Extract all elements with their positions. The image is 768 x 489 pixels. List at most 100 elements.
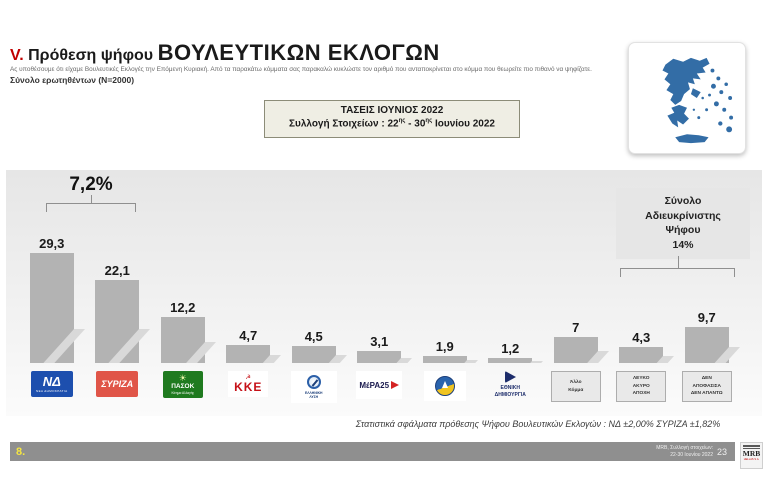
party-label-cell: ΕΘΝΙΚΗ ΔΗΜΙΟΥΡΓΙΑ bbox=[478, 367, 544, 403]
bar-shadow bbox=[108, 329, 151, 363]
bar bbox=[553, 337, 609, 363]
greece-map bbox=[628, 42, 746, 154]
bar-value-label: 3,1 bbox=[370, 334, 389, 349]
page-number: 8. bbox=[16, 445, 26, 458]
party-label-cell bbox=[412, 367, 478, 403]
bar-shadow bbox=[43, 329, 85, 363]
category-label-box: ΛΕΥΚΟ ΑΚΥΡΟ ΑΠΟΧΗ bbox=[616, 371, 667, 402]
bar-column-ΔΕΝ ΑΠΟΦΑΣΙΣΑ ΔΕΝ ΑΠΑΝΤΩ: 9,7 bbox=[674, 310, 740, 363]
bar bbox=[357, 351, 413, 363]
hammer-sickle-icon: ☭ bbox=[245, 375, 251, 381]
slide-number: 23 bbox=[716, 446, 727, 457]
bar-value-label: 4,7 bbox=[239, 328, 258, 343]
ethniki-dimiourgia-icon bbox=[504, 371, 516, 383]
trends-title: ΤΑΣΕΙΣ ΙΟΥΝΙΟΣ 2022 bbox=[340, 105, 444, 116]
bar bbox=[226, 345, 282, 363]
bar-value-label: 7 bbox=[572, 320, 580, 335]
greece-map-icon bbox=[662, 57, 734, 144]
footer-bar: 8. MRB, Συλλογή στοιχείων: 22-30 Ιουνίου… bbox=[10, 442, 735, 461]
bar-column-ΝΔ: 29,3 bbox=[19, 236, 85, 363]
bar-column-ΛΕΥΚΟ ΑΚΥΡΟ ΑΠΟΧΗ: 4,3 bbox=[609, 330, 675, 363]
category-label-box: Άλλο Κόμμα bbox=[550, 371, 601, 402]
bar bbox=[291, 346, 347, 363]
mrb-logo-text: MRB bbox=[742, 449, 761, 458]
bar-shadow bbox=[263, 355, 282, 363]
bar-column-Άλλο Κόμμα: 7 bbox=[543, 320, 609, 363]
title-prefix: Πρόθεση ψήφου bbox=[28, 47, 154, 64]
mera25-logo: ΜέΡΑ25 bbox=[356, 371, 403, 399]
bar-value-label: 4,3 bbox=[632, 330, 651, 345]
syriza-logo: ΣΥΡΙΖΑ bbox=[96, 371, 139, 397]
bar bbox=[422, 356, 478, 363]
bar-value-label: 9,7 bbox=[697, 310, 716, 325]
bars-row: 29,3 22,1 12,2 4,7 4,5 3,1 1,9 1,2 7 4,3 9,7 bbox=[19, 170, 740, 363]
pasok-logo: ☀ ΠΑΣΟΚ Κίνημα Αλλαγής bbox=[162, 371, 203, 398]
collection-dates: Συλλογή Στοιχείων : 22ης - 30ης Ιουνίου … bbox=[289, 118, 495, 130]
trends-info-box: ΤΑΣΕΙΣ ΙΟΥΝΙΟΣ 2022 Συλλογή Στοιχείων : … bbox=[264, 100, 520, 138]
bar-column-ΣΥΡΙΖΑ: 22,1 bbox=[85, 263, 151, 363]
bar bbox=[619, 347, 675, 363]
bar-value-label: 1,2 bbox=[501, 341, 520, 356]
bar-shadow bbox=[714, 347, 740, 363]
compass-icon bbox=[306, 374, 321, 389]
footer-credit-line2: 22-30 Ιουνίου 2022 bbox=[670, 451, 713, 458]
bar-column-ΚΚΕ: 4,7 bbox=[216, 328, 282, 363]
bar bbox=[95, 280, 151, 363]
bar-value-label: 1,9 bbox=[435, 339, 454, 354]
party-label-cell: ☀ ΠΑΣΟΚ Κίνημα Αλλαγής bbox=[150, 367, 216, 403]
bar-column-ΕΘΝΙΚΗ ΔΗΜΙΟΥΡΓΙΑ: 1,2 bbox=[478, 341, 544, 363]
difference-bracket-tick bbox=[91, 195, 92, 203]
bar-shadow bbox=[328, 355, 347, 363]
undecided-total-box: Σύνολο Αδιευκρίνιστης Ψήφου 14% bbox=[616, 188, 750, 259]
bar-value-label: 22,1 bbox=[104, 263, 130, 278]
statistical-error-note: Στατιστικά σφάλματα πρόθεσης Ψήφου Βουλε… bbox=[355, 419, 721, 429]
party-label-cell: ΣΥΡΙΖΑ bbox=[85, 367, 151, 403]
boat-emblem-icon bbox=[434, 376, 455, 396]
bar bbox=[160, 317, 216, 363]
bar-column-ΠΛΕΥΣΗ ΕΛΕΥΘΕΡΙΑΣ: 1,9 bbox=[412, 339, 478, 363]
party-label-cell: ΛΕΥΚΟ ΑΚΥΡΟ ΑΠΟΧΗ bbox=[609, 367, 675, 403]
bar-value-label: 12,2 bbox=[170, 300, 196, 315]
party-label-cell: ΔΕΝ ΑΠΟΦΑΣΙΣΑ ΔΕΝ ΑΠΑΝΤΩ bbox=[674, 367, 740, 403]
elliniki-lysi-logo: ΕΛΛΗΝΙΚΗ ΛΥΣΗ bbox=[290, 371, 337, 403]
red-arrow-icon bbox=[391, 381, 400, 389]
party-label-cell: ☭ ΚΚΕ bbox=[216, 367, 282, 403]
footer-credit: MRB, Συλλογή στοιχείων: 22-30 Ιουνίου 20… bbox=[656, 445, 727, 459]
bar bbox=[684, 327, 740, 363]
bar-shadow bbox=[656, 356, 675, 363]
undecided-group-bracket bbox=[620, 268, 735, 277]
bar-column-ΕΛΛΗΝΙΚΗ ΛΥΣΗ: 4,5 bbox=[281, 329, 347, 363]
party-label-cell: Άλλο Κόμμα bbox=[543, 367, 609, 403]
logos-row: ΝΔ ΝΕΑ ΔΗΜΟΚΡΑΤΙΑ ΣΥΡΙΖΑ ☀ ΠΑΣΟΚ Κίνημα Αλλαγ… bbox=[19, 367, 740, 403]
ethniki-dimiourgia-logo: ΕΘΝΙΚΗ ΔΗΜΙΟΥΡΓΙΑ bbox=[495, 371, 526, 399]
sun-icon: ☀ bbox=[178, 373, 187, 384]
bar bbox=[488, 358, 544, 363]
bar-value-label: 4,5 bbox=[304, 329, 323, 344]
undecided-group-bracket-tick bbox=[677, 256, 679, 268]
page-title: V. Πρόθεση ψήφου ΒΟΥΛΕΥΤΙΚΩΝ ΕΚΛΟΓΩΝ bbox=[10, 40, 440, 66]
party-label-cell: ΜέΡΑ25 bbox=[347, 367, 413, 403]
bar-value-label: 29,3 bbox=[39, 236, 65, 251]
bar-column-ΠΑΣΟΚ: 12,2 bbox=[150, 300, 216, 363]
plefsi-eleftherias-logo bbox=[423, 371, 466, 401]
party-label-cell: ΝΔ ΝΕΑ ΔΗΜΟΚΡΑΤΙΑ bbox=[19, 367, 85, 403]
nd-logo: ΝΔ ΝΕΑ ΔΗΜΟΚΡΑΤΙΑ bbox=[30, 371, 73, 397]
bar-shadow bbox=[185, 342, 216, 363]
bar-column-ΜέΡΑ25: 3,1 bbox=[347, 334, 413, 363]
footer-credit-line1: MRB, Συλλογή στοιχείων: bbox=[656, 444, 713, 451]
bar-shadow bbox=[530, 361, 544, 363]
title-main: ΒΟΥΛΕΥΤΙΚΩΝ ΕΚΛΟΓΩΝ bbox=[157, 40, 440, 65]
question-text: Ας υποθέσουμε ότι είχαμε Βουλευτικές Εκλ… bbox=[10, 66, 592, 73]
bar-shadow bbox=[586, 351, 609, 363]
mrb-logo: MRB HELLAS S.A. bbox=[740, 442, 763, 469]
bar-shadow bbox=[464, 360, 478, 363]
category-label-box: ΔΕΝ ΑΠΟΦΑΣΙΣΑ ΔΕΝ ΑΠΑΝΤΩ bbox=[681, 371, 732, 402]
difference-label: 7,2% bbox=[69, 174, 113, 195]
bar bbox=[29, 253, 85, 363]
bar-shadow bbox=[396, 358, 413, 363]
party-label-cell: ΕΛΛΗΝΙΚΗ ΛΥΣΗ bbox=[281, 367, 347, 403]
mrb-logo-subtext: HELLAS S.A. bbox=[743, 458, 760, 462]
difference-bracket bbox=[46, 203, 136, 212]
kke-logo: ☭ ΚΚΕ bbox=[228, 371, 269, 397]
